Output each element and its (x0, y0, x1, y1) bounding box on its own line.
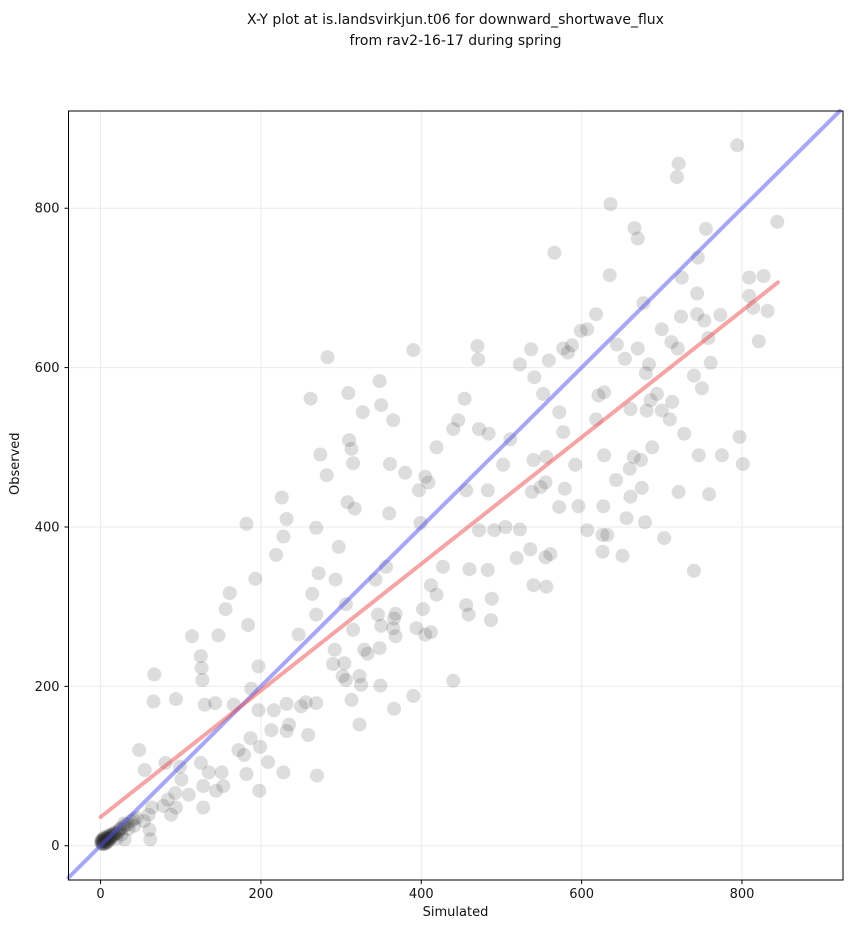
x-tick-labels: 0 200 400 600 800 (96, 887, 754, 902)
chart-title: X-Y plot at is.landsvirkjun.t06 for down… (68, 10, 843, 52)
chart-title-line2: from rav2-16-17 during spring (349, 33, 562, 49)
svg-text:0: 0 (51, 839, 59, 854)
svg-text:800: 800 (730, 887, 755, 902)
svg-text:600: 600 (569, 887, 594, 902)
svg-text:200: 200 (249, 887, 274, 902)
plot-frame (68, 110, 844, 881)
gridlines (68, 111, 843, 880)
y-tick-labels: 0 200 400 600 800 (35, 202, 60, 855)
svg-text:600: 600 (35, 361, 60, 376)
svg-text:400: 400 (35, 520, 60, 535)
chart-title-line1: X-Y plot at is.landsvirkjun.t06 for down… (247, 12, 664, 28)
svg-text:0: 0 (96, 887, 104, 902)
scatter-points-observations (94, 138, 785, 852)
svg-text:800: 800 (35, 202, 60, 217)
svg-text:200: 200 (35, 680, 60, 695)
x-axis-label: Simulated (422, 905, 489, 920)
tick-marks (64, 207, 743, 884)
y-axis-label: Observed (8, 432, 23, 495)
svg-text:400: 400 (409, 887, 434, 902)
regression-line (98, 280, 781, 820)
one-to-one-line (66, 109, 842, 880)
